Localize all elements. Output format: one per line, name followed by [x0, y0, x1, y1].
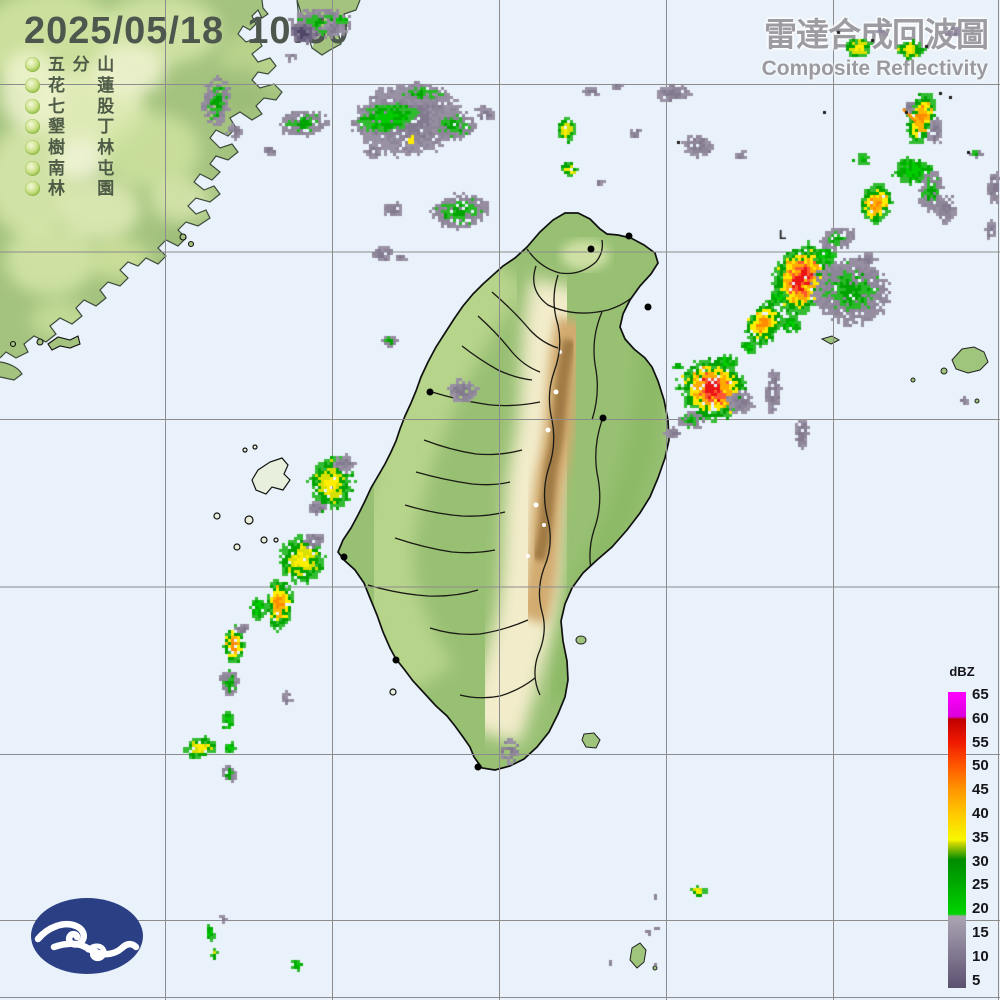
cwb-logo-icon	[31, 898, 143, 974]
